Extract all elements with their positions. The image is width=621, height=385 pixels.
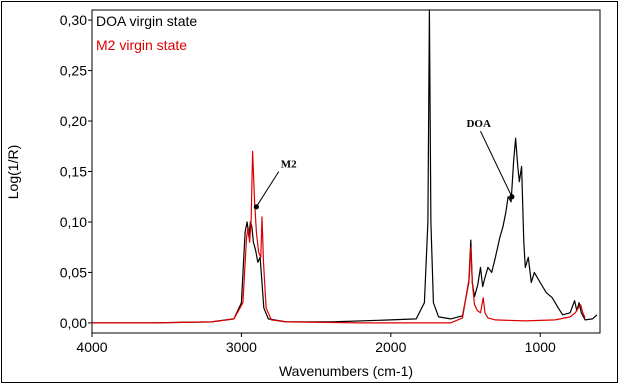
y-tick-label: 0,30 xyxy=(60,12,87,28)
y-tick-label: 0,25 xyxy=(60,63,87,79)
y-axis-title: Log(1/R) xyxy=(5,145,21,199)
series-line-m2 xyxy=(92,150,586,324)
annotation-dot-doa xyxy=(509,194,515,200)
y-tick-label: 0,05 xyxy=(60,264,87,280)
legend-entry-doa: DOA virgin state xyxy=(96,13,197,29)
y-tick-label: 0,10 xyxy=(60,214,87,230)
y-tick-label: 0,20 xyxy=(60,113,87,129)
x-axis-title: Wavenumbers (cm-1) xyxy=(279,363,413,379)
x-tick-label: 3000 xyxy=(226,339,257,355)
annotation-leader-doa xyxy=(480,130,513,197)
y-axis: 0,00 0,05 0,10 0,15 0,20 0,25 0,30 xyxy=(60,12,92,331)
series-line-doa xyxy=(92,9,598,324)
plot-area xyxy=(91,9,601,334)
annotation-label-doa: DOA xyxy=(466,118,491,130)
annotation-dot-m2 xyxy=(253,204,259,210)
x-tick-label: 4000 xyxy=(76,339,107,355)
x-tick-label: 1000 xyxy=(525,339,556,355)
y-tick-label: 0,15 xyxy=(60,164,87,180)
annotation-leader-m2 xyxy=(255,171,280,208)
x-axis: 4000 3000 2000 1000 xyxy=(76,333,556,355)
annotation-label-m2: M2 xyxy=(281,159,297,171)
legend-entry-m2: M2 virgin state xyxy=(96,37,187,53)
y-tick-label: 0,00 xyxy=(60,315,87,331)
annotation-layer: M2 DOA xyxy=(253,118,515,210)
series-layer xyxy=(92,9,598,324)
x-tick-label: 2000 xyxy=(375,339,406,355)
